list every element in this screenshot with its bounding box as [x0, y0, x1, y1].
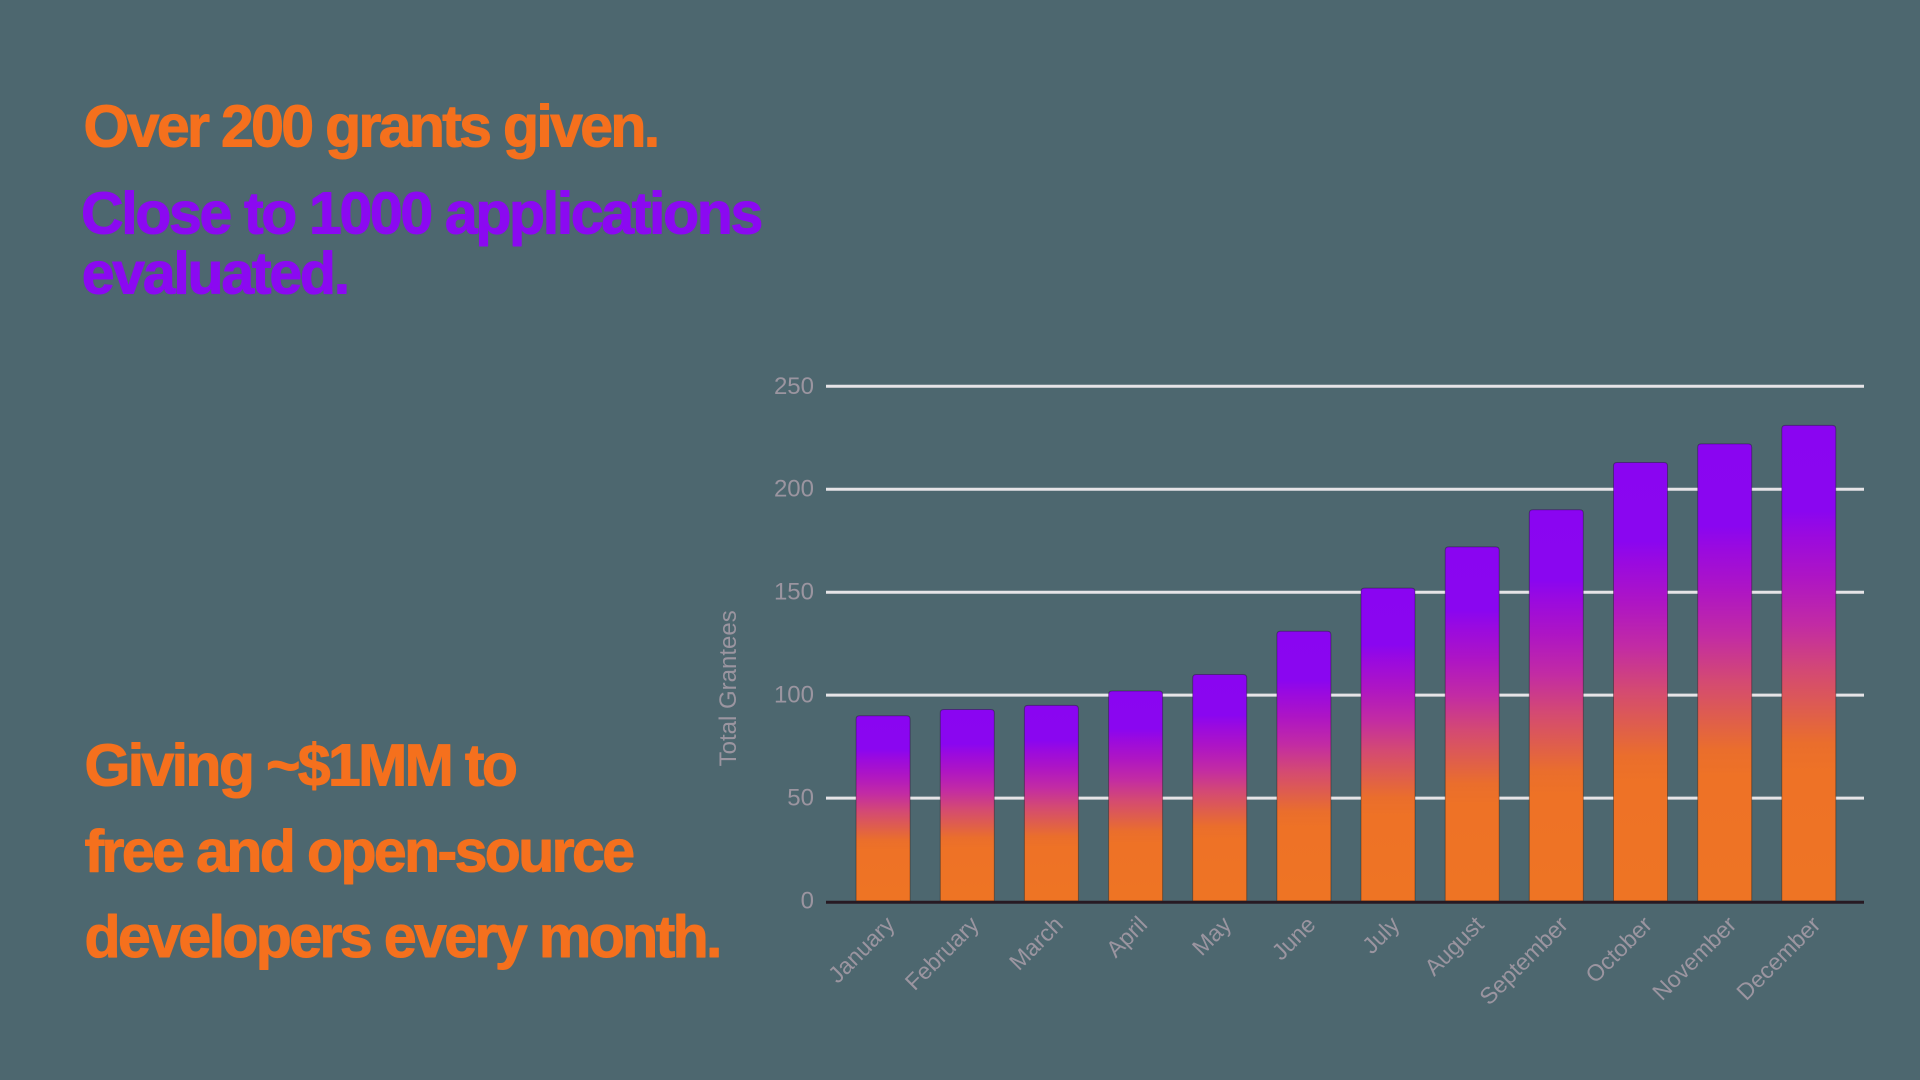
svg-text:200: 200 [774, 476, 814, 503]
svg-text:December: December [1731, 911, 1825, 1005]
svg-text:June: June [1266, 911, 1320, 965]
svg-text:January: January [823, 911, 900, 988]
svg-text:Giving ~$1MM to: Giving ~$1MM to [85, 733, 516, 799]
svg-text:Total Grantees: Total Grantees [715, 610, 742, 766]
svg-text:developers every month.: developers every month. [85, 904, 720, 970]
svg-text:150: 150 [774, 579, 814, 606]
svg-text:July: July [1357, 911, 1405, 959]
svg-text:May: May [1187, 911, 1237, 961]
svg-text:August: August [1419, 911, 1489, 981]
svg-text:100: 100 [774, 682, 814, 709]
svg-text:September: September [1474, 911, 1573, 1010]
svg-text:free and open-source: free and open-source [85, 818, 634, 884]
svg-text:November: November [1647, 911, 1741, 1005]
svg-text:April: April [1101, 911, 1152, 962]
svg-text:evaluated.: evaluated. [82, 240, 348, 306]
svg-text:0: 0 [801, 888, 814, 915]
svg-text:Over 200 grants given.: Over 200 grants given. [84, 94, 658, 160]
svg-text:250: 250 [774, 373, 814, 400]
svg-text:Close to 1000 applications: Close to 1000 applications [81, 180, 761, 246]
svg-text:February: February [900, 911, 984, 995]
svg-text:50: 50 [787, 785, 814, 812]
svg-text:October: October [1580, 911, 1657, 988]
svg-text:March: March [1004, 911, 1068, 975]
